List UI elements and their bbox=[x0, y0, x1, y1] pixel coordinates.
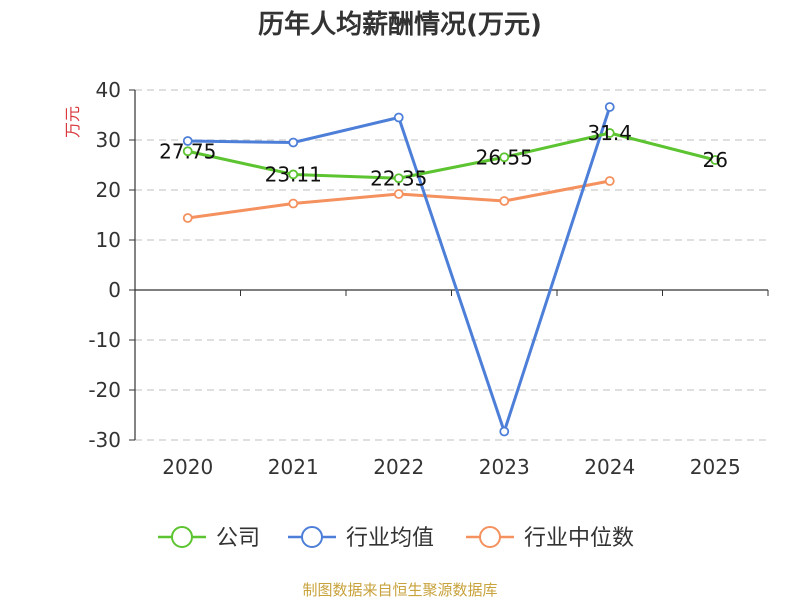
x-tick-label: 2025 bbox=[690, 455, 741, 479]
data-label: 23.11 bbox=[265, 162, 322, 186]
x-tick-label: 2020 bbox=[162, 455, 213, 479]
chart-title: 历年人均薪酬情况(万元) bbox=[258, 9, 542, 40]
data-label: 26.55 bbox=[476, 145, 533, 169]
data-point bbox=[182, 213, 193, 223]
legend: 公司 行业均值 行业中位数 bbox=[158, 526, 634, 551]
data-point bbox=[499, 152, 510, 163]
data-point bbox=[288, 169, 299, 180]
legend-marker bbox=[479, 526, 501, 548]
data-point bbox=[393, 173, 404, 184]
y-axis-label: 万元 bbox=[63, 106, 82, 138]
y-tick-label: 10 bbox=[96, 228, 121, 252]
source-note: 制图数据来自恒生聚源数据库 bbox=[302, 581, 497, 599]
data-point bbox=[393, 112, 404, 123]
series-group bbox=[182, 102, 721, 437]
data-label: 22.35 bbox=[370, 166, 427, 190]
data-point bbox=[604, 102, 615, 112]
data-point bbox=[288, 137, 299, 148]
data-point bbox=[604, 128, 615, 138]
data-point bbox=[710, 155, 721, 165]
y-tick-label: 20 bbox=[96, 178, 121, 202]
x-tick-label: 2022 bbox=[373, 455, 424, 479]
x-tick-label: 2021 bbox=[268, 455, 319, 479]
y-tick-label: -10 bbox=[88, 328, 121, 352]
series-line-0 bbox=[187, 131, 716, 180]
y-tick-label: -20 bbox=[88, 378, 121, 402]
data-point bbox=[288, 198, 299, 209]
y-tick-label: 30 bbox=[96, 128, 121, 152]
legend-label: 公司 bbox=[216, 526, 260, 551]
legend-marker bbox=[301, 526, 323, 548]
data-point bbox=[604, 176, 615, 186]
data-point bbox=[393, 189, 404, 199]
y-tick-label: 0 bbox=[108, 278, 121, 302]
y-tick-label: 40 bbox=[96, 78, 121, 102]
legend-marker bbox=[171, 526, 193, 548]
x-tick-label: 2024 bbox=[584, 455, 635, 479]
data-point bbox=[182, 146, 193, 157]
data-point bbox=[499, 196, 510, 206]
legend-label: 行业均值 bbox=[346, 526, 434, 551]
data-label: 27.75 bbox=[159, 139, 216, 163]
y-tick-label: -30 bbox=[88, 428, 121, 452]
axes bbox=[129, 89, 769, 441]
data-labels: 27.75 23.11 22.35 26.55 31.4 26 bbox=[159, 121, 728, 190]
legend-label: 行业中位数 bbox=[524, 526, 634, 551]
x-tick-label: 2023 bbox=[479, 455, 530, 479]
data-label: 31.4 bbox=[587, 121, 632, 145]
data-point bbox=[499, 426, 510, 437]
data-point bbox=[182, 136, 193, 146]
series-line-1 bbox=[187, 106, 612, 433]
grid-lines bbox=[135, 89, 768, 441]
data-label: 26 bbox=[703, 148, 728, 172]
tick-labels: 40 30 20 10 0 -10 -20 -30 2020 2021 2022 2023 2024 20… bbox=[88, 78, 740, 479]
